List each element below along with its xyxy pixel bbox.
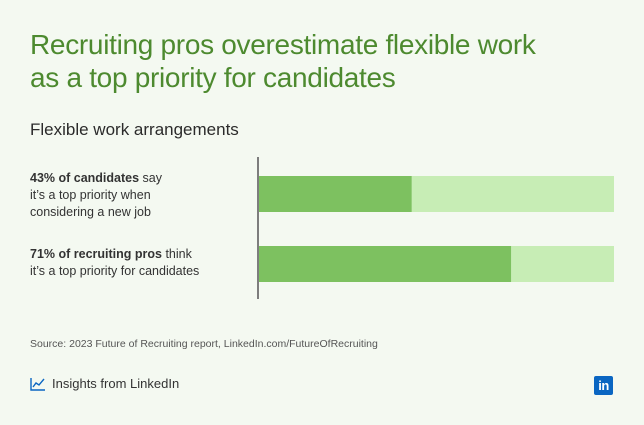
source-note: Source: 2023 Future of Recruiting report… bbox=[30, 338, 378, 350]
chart-line-icon bbox=[30, 377, 45, 391]
chart-subtitle: Flexible work arrangements bbox=[30, 120, 239, 139]
row-label-bold: 71% of recruiting pros bbox=[30, 247, 162, 261]
bar-value bbox=[259, 246, 512, 282]
title-line-1: Recruiting pros overestimate flexible wo… bbox=[30, 29, 536, 60]
row-label-recruiters: 71% of recruiting pros think it’s a top … bbox=[30, 246, 245, 280]
linkedin-logo-icon[interactable]: in bbox=[594, 376, 613, 395]
footer-text: Insights from LinkedIn bbox=[52, 376, 180, 391]
footer: Insights from LinkedIn bbox=[30, 376, 179, 391]
title-line-2: as a top priority for candidates bbox=[30, 62, 396, 93]
row-label-bold: 43% of candidates bbox=[30, 171, 140, 185]
row-label-rest: say bbox=[139, 171, 163, 185]
bar-value bbox=[259, 176, 412, 212]
row-label-line: it’s a top priority for candidates bbox=[30, 264, 200, 278]
chart-title: Recruiting pros overestimate flexible wo… bbox=[30, 28, 590, 94]
bar-chart bbox=[259, 176, 614, 282]
row-label-candidates: 43% of candidates say it’s a top priorit… bbox=[30, 170, 245, 221]
row-label-rest: think bbox=[161, 247, 192, 261]
y-axis-line bbox=[257, 157, 259, 299]
row-label-line: considering a new job bbox=[30, 205, 151, 219]
row-label-line: it’s a top priority when bbox=[30, 188, 151, 202]
